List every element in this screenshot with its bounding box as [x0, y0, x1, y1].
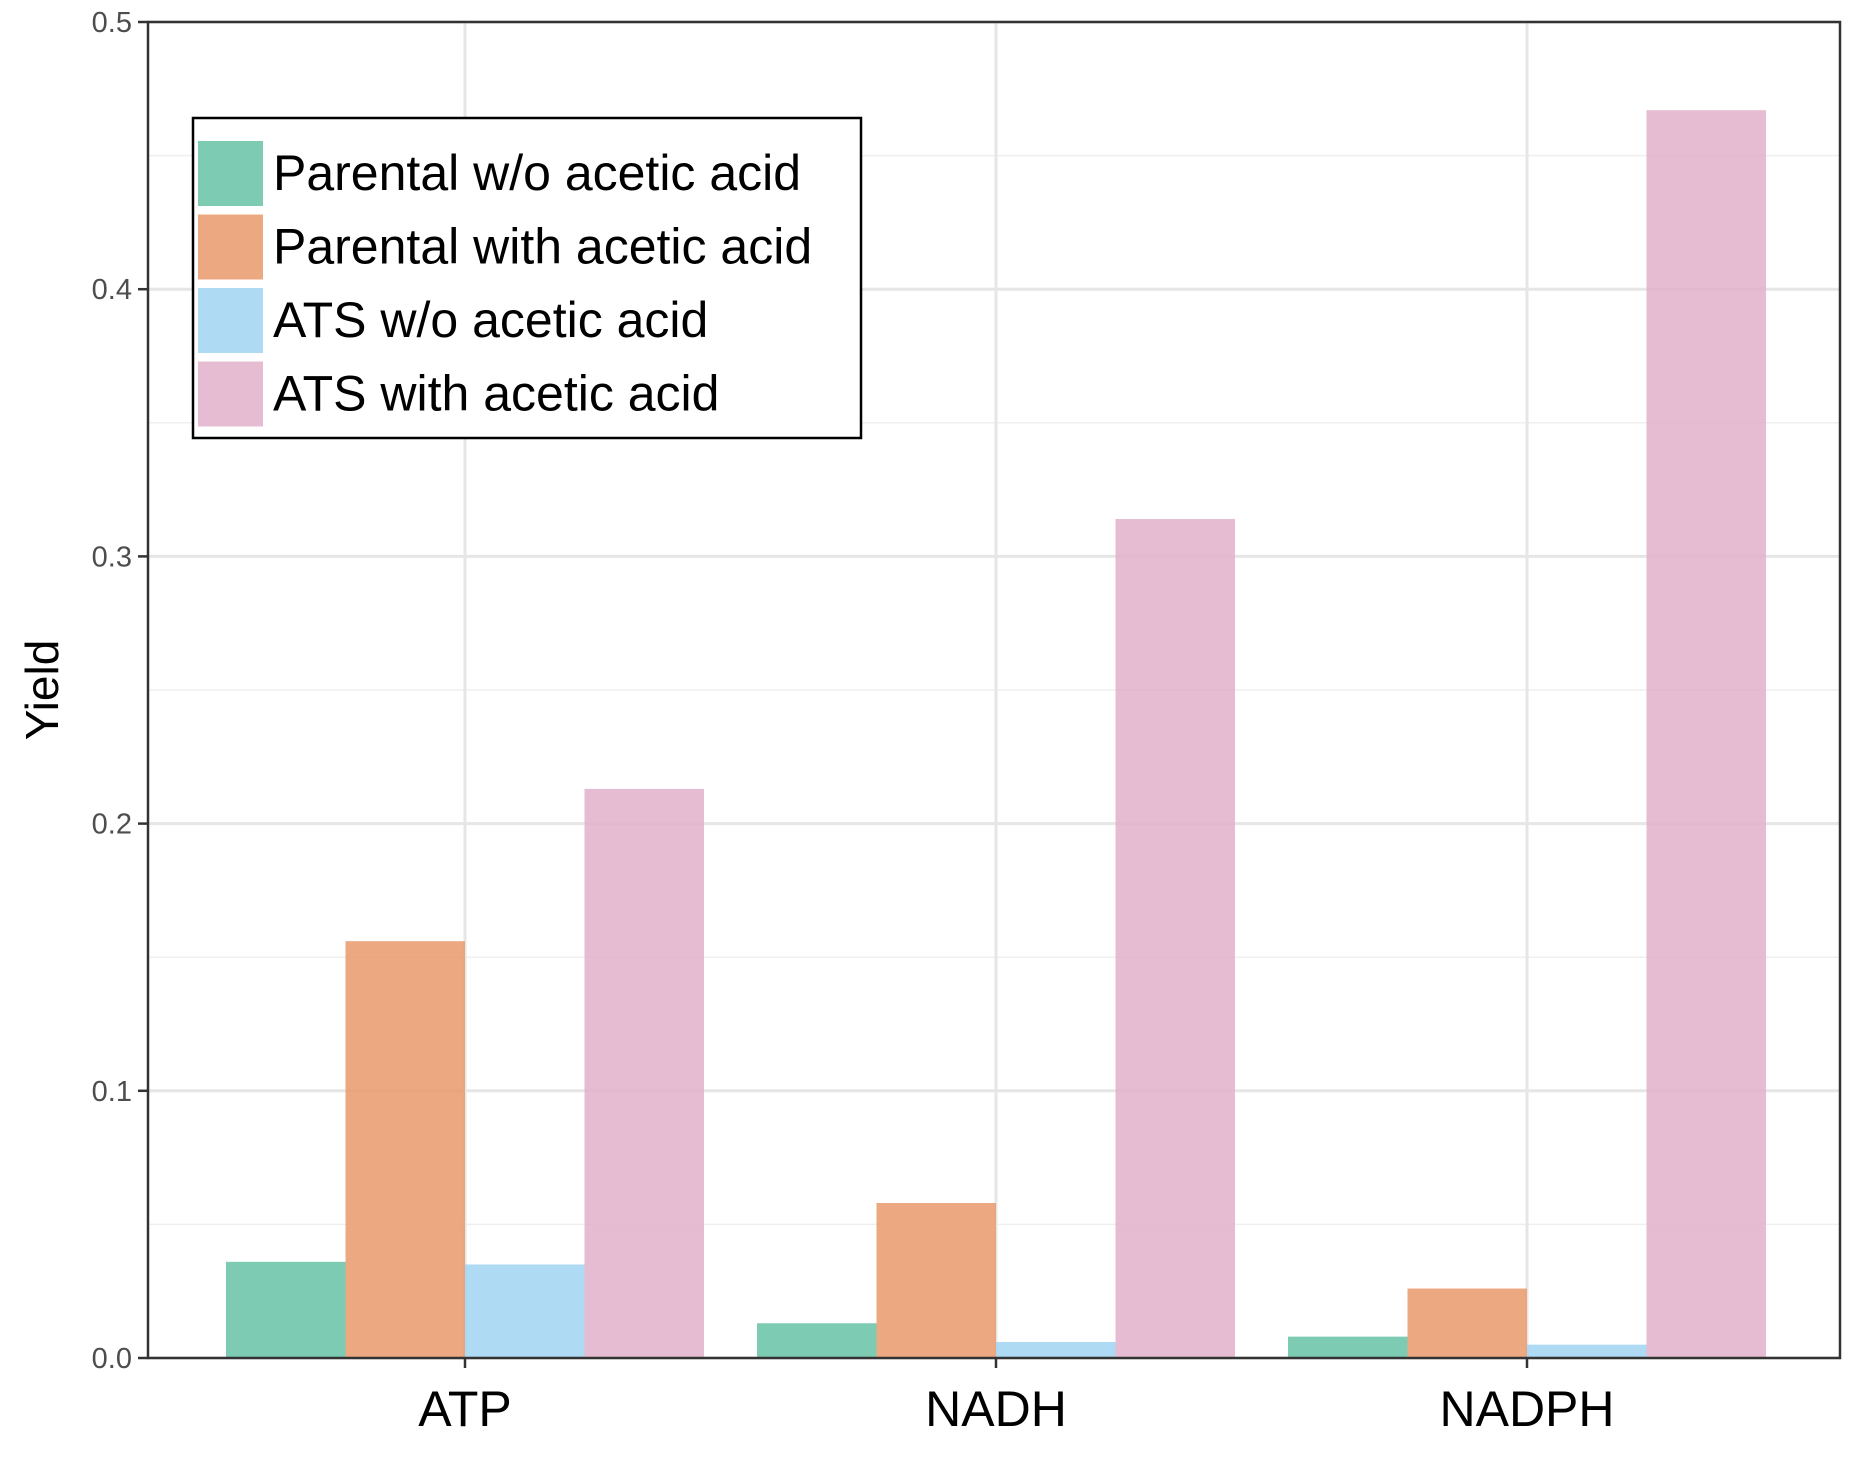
x-tick-label: NADH	[925, 1381, 1067, 1437]
y-tick-label: 0.3	[92, 541, 132, 573]
legend-key	[198, 141, 263, 206]
legend-key	[198, 214, 263, 280]
bar-atp-series-4	[584, 788, 704, 1358]
bar-atp-series-2	[345, 941, 465, 1358]
legend-key	[198, 288, 263, 353]
bar-nadh-series-1	[757, 1323, 877, 1358]
y-tick-label: 0.1	[92, 1076, 132, 1108]
bar-nadph-series-4	[1646, 110, 1766, 1358]
bar-nadph-series-3	[1527, 1344, 1647, 1358]
legend-key	[198, 361, 263, 427]
legend-label: Parental with acetic acid	[273, 219, 812, 275]
bar-nadph-series-2	[1407, 1288, 1527, 1358]
x-tick-label: NADPH	[1439, 1381, 1614, 1437]
y-axis: 0.0 0.1 0.2 0.3 0.4 0.5	[92, 7, 148, 1375]
bar-nadh-series-2	[876, 1203, 996, 1358]
bar-nadph-series-1	[1288, 1336, 1408, 1358]
legend-label: ATS with acetic acid	[273, 366, 719, 422]
bar-nadh-series-3	[996, 1341, 1116, 1358]
x-tick-label: ATP	[418, 1381, 512, 1437]
bars	[226, 110, 1766, 1358]
legend-label: Parental w/o acetic acid	[273, 145, 801, 201]
x-axis: ATP NADH NADPH	[418, 1358, 1615, 1437]
bar-atp-series-1	[226, 1261, 346, 1358]
legend-label: ATS w/o acetic acid	[273, 292, 708, 348]
y-tick-label: 0.2	[92, 809, 132, 841]
y-tick-label: 0.4	[92, 274, 132, 306]
plot-border	[146, 20, 1842, 1360]
y-axis-title: Yield	[16, 640, 68, 741]
legend: Parental w/o acetic acid Parental with ac…	[191, 116, 863, 440]
y-tick-label: 0.5	[92, 7, 132, 39]
y-tick-label: 0.0	[92, 1343, 132, 1375]
bar-atp-series-3	[465, 1264, 585, 1358]
bar-nadh-series-4	[1115, 518, 1235, 1358]
legend-box	[191, 116, 863, 440]
